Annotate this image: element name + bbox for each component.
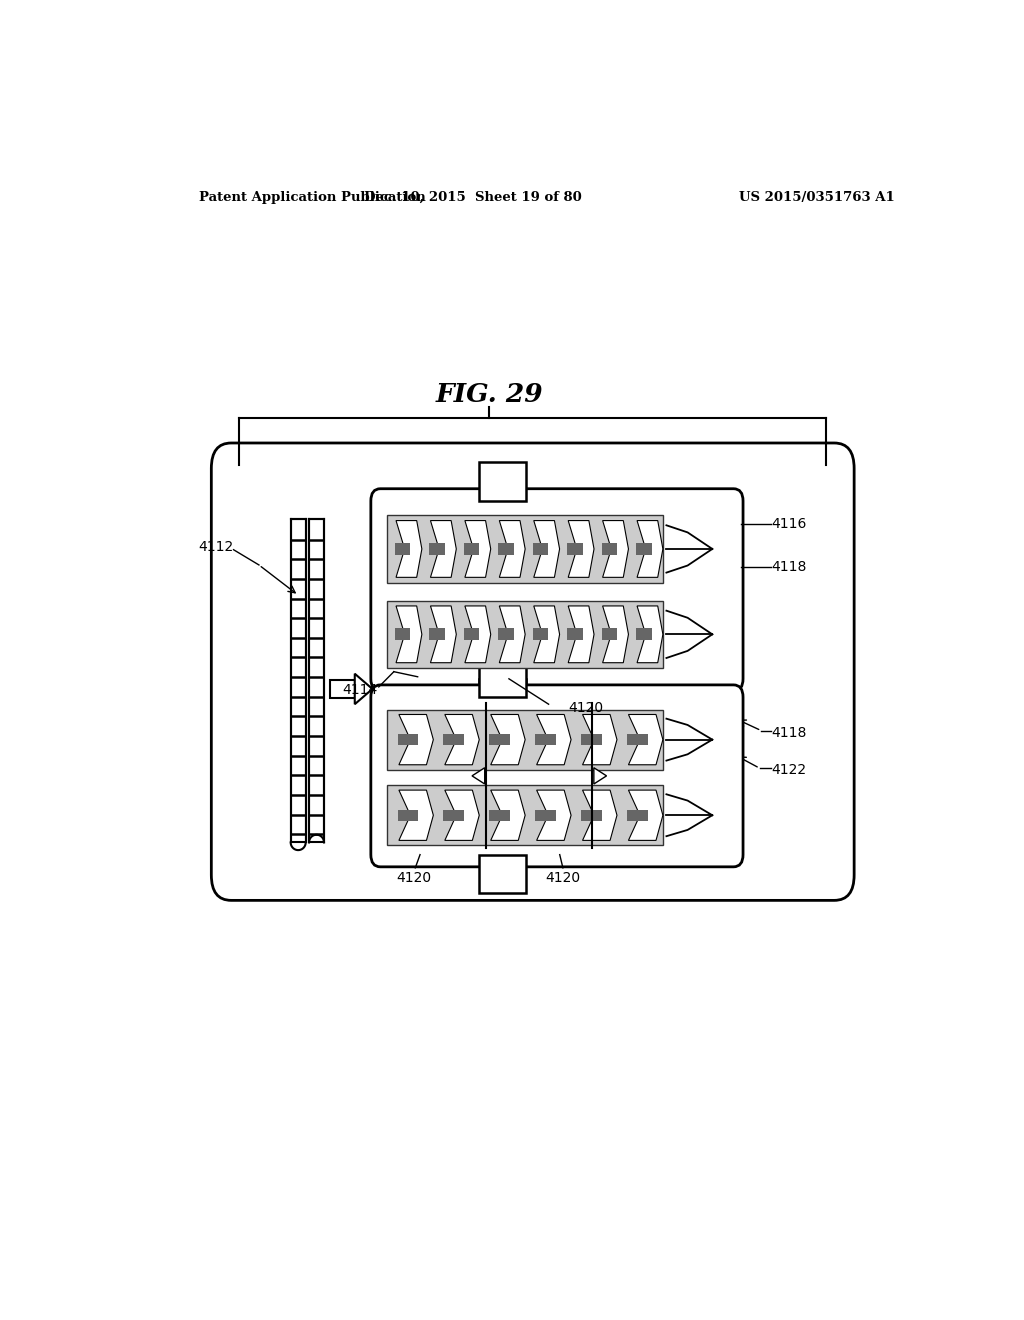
Text: 4120: 4120	[546, 871, 581, 884]
Polygon shape	[396, 520, 422, 577]
Polygon shape	[534, 520, 559, 577]
Polygon shape	[537, 791, 571, 841]
Bar	[479, 678, 526, 718]
Polygon shape	[396, 606, 422, 663]
Polygon shape	[637, 606, 663, 663]
Bar	[395, 543, 411, 554]
Bar	[309, 519, 324, 842]
Polygon shape	[444, 791, 479, 841]
Text: Dec. 10, 2015  Sheet 19 of 80: Dec. 10, 2015 Sheet 19 of 80	[365, 190, 582, 203]
Text: 4114: 4114	[343, 682, 378, 697]
Text: 4118: 4118	[771, 726, 806, 739]
FancyBboxPatch shape	[371, 685, 743, 867]
Bar	[429, 628, 445, 640]
Bar	[387, 601, 663, 668]
Bar	[567, 628, 583, 640]
Polygon shape	[603, 606, 629, 663]
Bar	[582, 734, 602, 744]
Polygon shape	[430, 520, 457, 577]
Text: 4116: 4116	[771, 517, 806, 532]
Polygon shape	[568, 520, 594, 577]
Polygon shape	[500, 520, 525, 577]
Bar	[479, 854, 526, 894]
Polygon shape	[444, 714, 479, 764]
Text: FIG. 29: FIG. 29	[435, 381, 543, 407]
Bar	[636, 543, 651, 554]
Polygon shape	[430, 606, 457, 663]
Polygon shape	[629, 791, 663, 841]
Polygon shape	[465, 520, 490, 577]
Polygon shape	[354, 673, 373, 704]
Polygon shape	[568, 606, 594, 663]
FancyBboxPatch shape	[211, 444, 854, 900]
Polygon shape	[583, 714, 617, 764]
Polygon shape	[583, 791, 617, 841]
Bar	[489, 734, 510, 744]
Bar	[532, 628, 548, 640]
Bar	[601, 628, 617, 640]
Bar	[489, 810, 510, 821]
Polygon shape	[500, 606, 525, 663]
Bar	[464, 628, 479, 640]
Polygon shape	[490, 791, 525, 841]
Bar	[536, 810, 556, 821]
Polygon shape	[465, 606, 490, 663]
Bar	[636, 628, 651, 640]
Bar	[479, 659, 526, 697]
Bar	[443, 810, 464, 821]
Bar	[567, 543, 583, 554]
Bar	[397, 734, 418, 744]
Text: 4120: 4120	[396, 871, 431, 884]
Text: US 2015/0351763 A1: US 2015/0351763 A1	[739, 190, 895, 203]
Bar	[464, 543, 479, 554]
Bar	[499, 628, 514, 640]
Polygon shape	[399, 714, 433, 764]
FancyBboxPatch shape	[371, 488, 743, 690]
Bar	[443, 734, 464, 744]
Bar	[395, 628, 411, 640]
Polygon shape	[637, 520, 663, 577]
Bar	[397, 810, 418, 821]
Text: Patent Application Publication: Patent Application Publication	[200, 190, 426, 203]
Polygon shape	[490, 714, 525, 764]
Bar	[387, 710, 663, 770]
Text: 4122: 4122	[771, 763, 806, 777]
Text: 4120: 4120	[568, 701, 603, 715]
Bar	[479, 462, 526, 500]
Bar	[627, 810, 648, 821]
Bar	[291, 519, 306, 842]
Bar	[582, 810, 602, 821]
Bar	[627, 734, 648, 744]
Polygon shape	[603, 520, 629, 577]
Polygon shape	[594, 768, 606, 784]
Bar	[387, 515, 663, 582]
Bar	[499, 543, 514, 554]
Polygon shape	[399, 791, 433, 841]
Polygon shape	[472, 768, 484, 784]
Text: 4118: 4118	[771, 560, 806, 574]
Polygon shape	[537, 714, 571, 764]
Bar	[536, 734, 556, 744]
Polygon shape	[629, 714, 663, 764]
Bar	[387, 785, 663, 845]
Bar	[429, 543, 445, 554]
Polygon shape	[534, 606, 559, 663]
Bar	[532, 543, 548, 554]
Bar	[331, 680, 354, 698]
Bar	[601, 543, 617, 554]
Text: 4112: 4112	[199, 540, 233, 553]
